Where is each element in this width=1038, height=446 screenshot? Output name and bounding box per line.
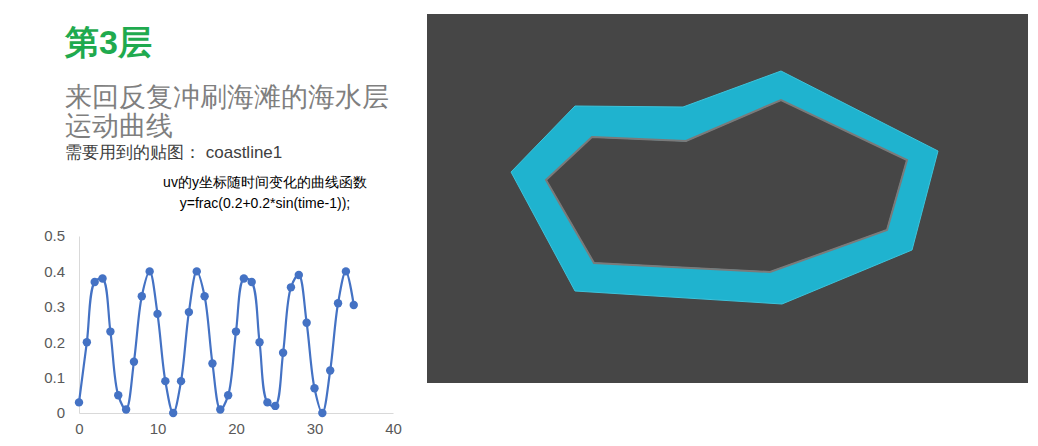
x-axis: 0 10 20 30 40 (75, 413, 402, 437)
tick-label: 0.3 (44, 298, 65, 315)
point (185, 308, 193, 316)
page: 第3层来回反复冲刷海滩的海水层运动曲线需要用到的贴图： coastline1 uv… (0, 0, 1038, 446)
tick-label: 40 (385, 420, 402, 437)
point (255, 338, 263, 346)
tick: 0.2 (44, 334, 79, 351)
plot-area (75, 267, 358, 417)
point (318, 409, 326, 417)
tick-label: 0.4 (44, 263, 65, 280)
point (177, 377, 185, 385)
point (216, 405, 224, 413)
point (334, 299, 342, 307)
point (287, 283, 295, 291)
point (138, 292, 146, 300)
canvas: 第3层来回反复冲刷海滩的海水层运动曲线需要用到的贴图： coastline1 uv… (0, 0, 1038, 446)
tick: 0 (57, 404, 79, 421)
tick-label: 20 (228, 420, 245, 437)
tick: 20 (228, 413, 245, 437)
point (145, 267, 153, 275)
chart-title: uv的y坐标随时间变化的曲线函数 (163, 174, 367, 190)
tick: 0 (75, 413, 83, 437)
coastline-mesh (511, 71, 938, 304)
tick-label: 30 (307, 420, 324, 437)
series-line (79, 271, 354, 413)
point (169, 409, 177, 417)
point (326, 366, 334, 374)
axis-line (79, 237, 80, 414)
point (114, 391, 122, 399)
tick: 0.4 (44, 263, 79, 280)
coastline-inner-edge (546, 100, 907, 272)
tick: 10 (150, 413, 167, 437)
viewport-background (427, 14, 1028, 383)
subtitle-line: 来回反复冲刷海滩的海水层 (65, 82, 389, 112)
texture-note: 需要用到的贴图： coastline1 (65, 143, 282, 162)
point (271, 402, 279, 410)
tick: 40 (385, 413, 402, 437)
point (193, 267, 201, 275)
point (232, 327, 240, 335)
tick: 0.3 (44, 298, 79, 315)
tick-label: 0.5 (44, 227, 65, 244)
screenshot (427, 14, 1028, 383)
chart: 0 10 20 30 40 0 0.1 0.2 0.3 0.4 0.5 (44, 227, 402, 436)
point (350, 301, 358, 309)
point (75, 398, 83, 406)
tick-label: 0 (57, 404, 65, 421)
y-axis: 0 0.1 0.2 0.3 0.4 0.5 (44, 227, 79, 421)
point (279, 349, 287, 357)
tick-label: 0.2 (44, 334, 65, 351)
point (83, 338, 91, 346)
point (240, 274, 248, 282)
point (106, 327, 114, 335)
point (153, 310, 161, 318)
tick-label: 10 (150, 420, 167, 437)
point (91, 278, 99, 286)
tick-label: 0 (75, 420, 83, 437)
tick: 0.5 (44, 227, 79, 244)
point (161, 377, 169, 385)
point (295, 271, 303, 279)
tick-label: 0.1 (44, 369, 65, 386)
point (224, 391, 232, 399)
tick: 0.1 (44, 369, 79, 386)
heading: 第3层 (64, 23, 152, 61)
point (248, 278, 256, 286)
subtitle-line: 运动曲线 (65, 111, 173, 141)
point (208, 359, 216, 367)
chart-subtitle: y=frac(0.2+0.2*sin(time-1)); (180, 195, 350, 211)
point (200, 292, 208, 300)
point (122, 405, 130, 413)
point (263, 398, 271, 406)
point (98, 274, 106, 282)
point (302, 319, 310, 327)
point (342, 267, 350, 275)
point (310, 384, 318, 392)
point (130, 357, 138, 365)
